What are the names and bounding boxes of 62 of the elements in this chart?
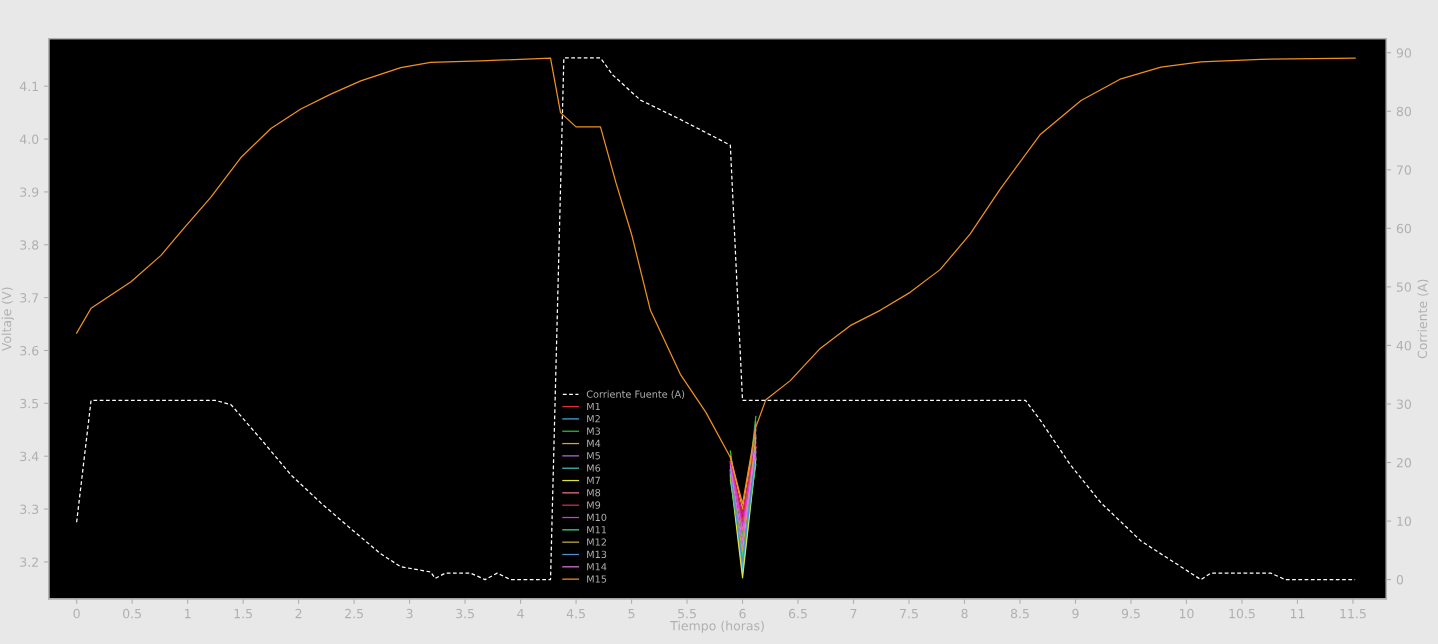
legend-label: M11 (587, 526, 607, 534)
legend-label: M8 (587, 489, 601, 497)
x-tick-label: 10.5 (1229, 608, 1255, 619)
x-tick-label: 5.5 (678, 609, 696, 619)
y-tick-label: 3.2 (20, 557, 38, 567)
y-tick-label: 3.8 (20, 240, 39, 250)
legend-label: Corriente Fuente (A) (586, 390, 685, 399)
legend-label: M12 (587, 538, 607, 546)
x-tick-label: 2.5 (345, 608, 363, 619)
x-tick-label: 8.5 (1010, 608, 1029, 619)
y-tick-label: 3.5 (20, 398, 39, 409)
y2-tick-label: 80 (1396, 106, 1412, 117)
y2-tick-label: 30 (1396, 399, 1412, 409)
y-axis-title: Voltaje (V) (1, 287, 14, 352)
x-tick-label: 3 (406, 608, 413, 619)
x-tick-label: 1.5 (234, 609, 252, 619)
legend-label: M13 (587, 550, 607, 559)
x-tick-label: 6 (739, 608, 746, 619)
x-tick-label: 9 (1072, 608, 1079, 619)
x-tick-label: 8 (961, 608, 968, 619)
y2-tick-label: 10 (1397, 516, 1412, 526)
y-tick-label: 3.4 (20, 451, 39, 462)
x-tick-label: 11.5 (1340, 609, 1366, 619)
legend-label: M14 (587, 563, 607, 571)
y2-tick-label: 60 (1396, 223, 1412, 234)
x-tick-label: 3.5 (456, 608, 474, 619)
x-tick-label: 11 (1290, 609, 1305, 619)
legend-label: M9 (587, 501, 601, 509)
x-tick-label: 2 (295, 608, 302, 619)
y-tick-label: 4.1 (19, 81, 39, 91)
y2-tick-label: 70 (1396, 165, 1412, 175)
x-tick-label: 1 (185, 609, 191, 619)
x-tick-label: 4 (517, 609, 524, 619)
y-tick-label: 4.0 (19, 134, 39, 144)
y-tick-label: 3.6 (20, 345, 39, 356)
legend-label: M4 (587, 439, 601, 447)
x-axis-title: Tiempo (horas) (670, 620, 764, 633)
x-tick-label: 7 (850, 609, 857, 619)
y2-tick-label: 50 (1396, 282, 1412, 292)
x-tick-label: 7.5 (900, 609, 918, 619)
x-tick-label: 4.5 (566, 609, 585, 619)
y2-tick-label: 40 (1396, 340, 1412, 351)
x-tick-label: 0.5 (123, 608, 141, 619)
x-tick-label: 5 (628, 609, 635, 619)
y-tick-label: 3.7 (20, 293, 39, 303)
x-tick-label: 10 (1179, 608, 1194, 619)
legend-label: M3 (587, 427, 601, 435)
y2-axis-title: Corriente (A) (1417, 279, 1429, 359)
legend-label: M15 (587, 575, 607, 583)
legend-label: M2 (587, 415, 600, 423)
y2-tick-label: 0 (1396, 575, 1404, 585)
legend-label: M10 (587, 513, 607, 522)
x-tick-label: 6.5 (788, 608, 807, 619)
x-tick-label: 9.5 (1121, 608, 1140, 619)
y2-tick-label: 20 (1396, 457, 1412, 468)
y2-tick-label: 90 (1396, 48, 1412, 58)
legend-label: M5 (587, 452, 600, 460)
legend-label: M1 (587, 402, 600, 410)
y-tick-label: 3.9 (20, 187, 39, 197)
legend-label: M7 (587, 476, 600, 484)
y-tick-label: 3.3 (20, 504, 39, 514)
legend-label: M6 (587, 464, 601, 472)
